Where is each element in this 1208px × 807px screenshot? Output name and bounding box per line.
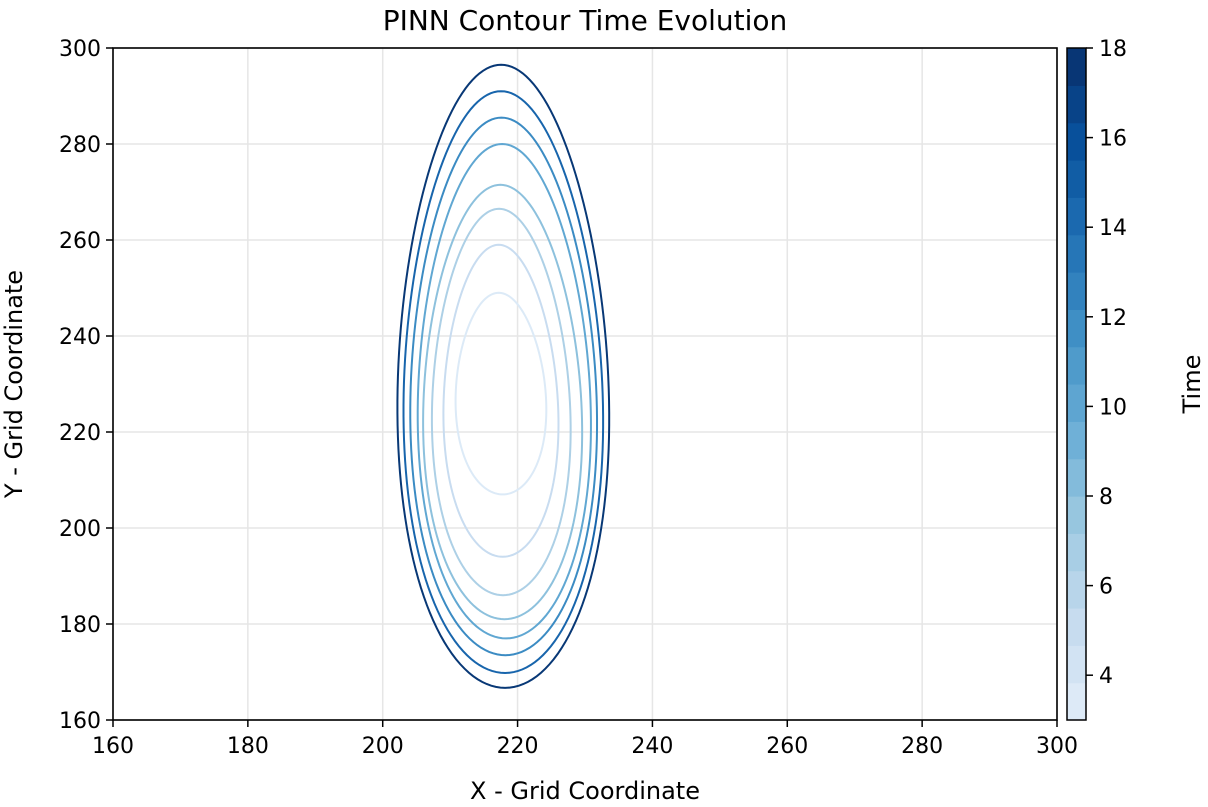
colorbar: 4 6 8 10 12 14 16 18 (1066, 37, 1127, 721)
x-tick-label-160: 160 (92, 734, 134, 759)
colorbar-band-16 (1067, 85, 1086, 124)
colorbar-tick-label-8: 8 (1099, 485, 1113, 510)
y-tick-label-240: 240 (59, 325, 101, 350)
colorbar-band-5 (1067, 496, 1086, 534)
y-tick-label-160: 160 (59, 709, 101, 734)
colorbar-band-15 (1067, 122, 1086, 161)
colorbar-band-8 (1067, 384, 1086, 422)
y-tick-label-280: 280 (59, 133, 101, 158)
plot-background (113, 48, 1057, 720)
chart-title: PINN Contour Time Evolution (383, 4, 788, 37)
colorbar-band-11 (1067, 272, 1086, 310)
x-axis-label: X - Grid Coordinate (470, 777, 700, 805)
colorbar-tick-label-16: 16 (1099, 127, 1127, 152)
contour-line-2 (430, 207, 572, 597)
y-tick-label-180: 180 (59, 613, 101, 638)
colorbar-tick-label-14: 14 (1099, 216, 1127, 241)
contour-line-0 (454, 291, 548, 496)
colorbar-band-1 (1067, 645, 1086, 684)
x-tick-label-260: 260 (766, 734, 808, 759)
contour-line-1 (442, 243, 560, 558)
y-axis-label: Y - Grid Coordinate (0, 270, 28, 499)
colorbar-band-14 (1067, 160, 1086, 198)
colorbar-tick-label-12: 12 (1099, 306, 1127, 331)
colorbar-band-3 (1067, 570, 1086, 609)
contour-line-7 (396, 63, 611, 689)
colorbar-tick-label-10: 10 (1099, 395, 1127, 420)
colorbar-tick-label-6: 6 (1099, 575, 1113, 600)
colorbar-band-0 (1067, 682, 1086, 721)
colorbar-tick-label-18: 18 (1099, 37, 1127, 62)
x-tick-label-220: 220 (497, 734, 539, 759)
colorbar-band-6 (1067, 458, 1086, 497)
colorbar-band-17 (1067, 48, 1086, 86)
y-tick-label-200: 200 (59, 517, 101, 542)
colorbar-band-9 (1067, 346, 1086, 385)
colorbar-frame (1066, 47, 1087, 721)
contour-line-5 (409, 116, 599, 657)
x-tick-label-280: 280 (901, 734, 943, 759)
colorbar-band-13 (1067, 197, 1086, 236)
contour-line-3 (422, 183, 584, 621)
colorbar-tick-label-4: 4 (1099, 664, 1113, 689)
y-tick-label-260: 260 (59, 229, 101, 254)
contour-line-6 (402, 90, 605, 674)
x-tick-label-180: 180 (227, 734, 269, 759)
contour-line-4 (416, 142, 592, 640)
colorbar-band-12 (1067, 234, 1086, 273)
colorbar-band-7 (1067, 421, 1086, 460)
contour-lines (396, 63, 611, 689)
x-tick-label-240: 240 (631, 734, 673, 759)
y-tick-label-300: 300 (59, 37, 101, 62)
axes: 160 180 200 220 240 260 280 300 160 180 200 220 240 2… (59, 37, 1078, 759)
y-tick-label-220: 220 (59, 421, 101, 446)
x-tick-label-300: 300 (1036, 734, 1078, 759)
colorbar-label: Time (1178, 355, 1206, 415)
colorbar-band-2 (1067, 608, 1086, 646)
plot-frame (112, 47, 1058, 721)
colorbar-band-4 (1067, 533, 1086, 572)
x-tick-label-200: 200 (362, 734, 404, 759)
colorbar-band-10 (1067, 309, 1086, 348)
